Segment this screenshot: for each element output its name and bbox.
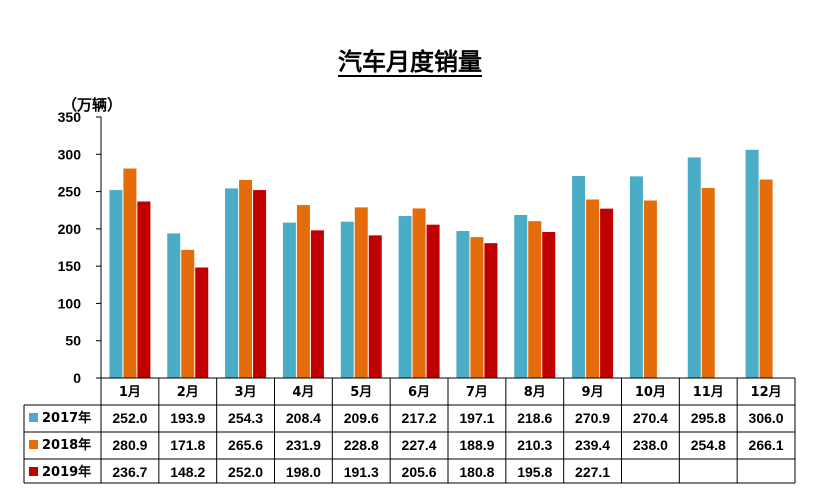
data-label-2019年-8月: 195.8 [517,464,552,480]
data-label-2019年-2月: 148.2 [170,464,205,480]
data-label-2018年-2月: 171.8 [170,437,205,453]
bar-2018年-5月 [354,207,368,378]
bar-2018年-3月 [239,179,253,378]
data-label-2017年-5月: 209.6 [344,410,379,426]
bar-2018年-2月 [181,249,195,378]
bar-2019年-1月 [137,201,151,378]
data-label-2017年-1月: 252.0 [112,410,147,426]
y-tick-label: 50 [65,333,81,349]
chart-title: 汽车月度销量 [338,48,482,76]
bars [109,149,773,378]
bar-2018年-8月 [528,221,542,378]
legend-swatch-2017年 [29,413,38,422]
bar-2017年-8月 [514,214,528,378]
y-tick-label: 100 [58,295,82,311]
bar-2019年-2月 [195,267,209,378]
data-label-2017年-11月: 295.8 [691,410,726,426]
x-category-label: 6月 [408,385,430,400]
legend-label-2018年: 2018年 [42,437,91,453]
data-label-2019年-3月: 252.0 [228,464,263,480]
y-tick-label: 150 [58,258,82,274]
data-label-2017年-4月: 208.4 [286,410,321,426]
legend-swatch-2019年 [29,467,38,476]
y-axis: 0 50 100 150 200 250 300 350 [58,109,102,386]
bar-2019年-9月 [600,208,614,378]
legend-label-2019年: 2019年 [42,464,91,480]
bar-2017年-12月 [745,149,759,378]
x-category-label: 11月 [693,385,724,400]
data-label-2018年-5月: 228.8 [344,437,379,453]
y-tick-label: 0 [73,370,81,386]
bar-2017年-6月 [398,216,412,378]
y-tick-label: 250 [58,184,82,200]
data-label-2018年-9月: 239.4 [575,437,610,453]
legend-swatch-2018年 [29,440,38,449]
x-category-label: 1月 [119,385,141,400]
x-category-label: 5月 [350,385,372,400]
bar-2017年-4月 [282,222,296,378]
bar-2017年-10月 [629,176,643,378]
data-label-2019年-5月: 191.3 [344,464,379,480]
bar-2018年-7月 [470,237,484,378]
x-category-label: 3月 [235,385,257,400]
data-label-2018年-4月: 231.9 [286,437,321,453]
y-tick-label: 300 [58,146,82,162]
y-tick-label: 200 [58,221,82,237]
bar-2018年-10月 [643,200,657,378]
data-label-2017年-2月: 193.9 [170,410,205,426]
data-label-2018年-10月: 238.0 [633,437,668,453]
bar-2017年-9月 [572,175,586,378]
x-category-label: 2月 [177,385,199,400]
data-label-2017年-6月: 217.2 [402,410,437,426]
data-label-2018年-8月: 210.3 [517,437,552,453]
bar-2019年-7月 [484,243,498,378]
bar-2017年-1月 [109,190,123,378]
bar-2018年-11月 [701,187,715,378]
bar-2019年-4月 [310,230,324,378]
x-category-label: 8月 [524,385,546,400]
data-label-2019年-4月: 198.0 [286,464,321,480]
data-label-2019年-7月: 180.8 [459,464,494,480]
data-label-2018年-11月: 254.8 [691,437,726,453]
x-category-label: 9月 [582,385,604,400]
data-label-2018年-7月: 188.9 [459,437,494,453]
bar-2017年-5月 [340,221,354,378]
data-label-2017年-10月: 270.4 [633,410,668,426]
bar-2019年-3月 [253,190,267,378]
bar-2018年-12月 [759,179,773,378]
data-label-2018年-6月: 227.4 [402,437,437,453]
data-label-2017年-8月: 218.6 [517,410,552,426]
data-label-2019年-1月: 236.7 [112,464,147,480]
x-category-label: 10月 [635,385,666,400]
bar-2018年-4月 [296,205,310,378]
data-label-2019年-9月: 227.1 [575,464,610,480]
x-category-label: 12月 [751,385,782,400]
bar-2019年-5月 [368,235,382,378]
data-label-2018年-12月: 266.1 [749,437,784,453]
data-label-2018年-3月: 265.6 [228,437,263,453]
bar-2017年-11月 [687,157,701,378]
data-label-2019年-6月: 205.6 [402,464,437,480]
bar-2019年-8月 [542,231,556,378]
y-axis-unit-label: （万辆） [62,96,123,114]
bar-2017年-7月 [456,231,470,378]
data-label-2017年-12月: 306.0 [749,410,784,426]
bar-2018年-6月 [412,208,426,378]
data-label-2017年-9月: 270.9 [575,410,610,426]
y-tick-label: 350 [58,109,82,125]
bar-2018年-1月 [123,168,137,378]
data-table: 1月 2月 3月 4月 5月 6月 7月 8月 9月 10月 11月 12月 2017年 252.0 193… [23,377,796,484]
x-category-label: 4月 [292,385,314,400]
bar-2017年-3月 [225,188,239,378]
data-label-2017年-3月: 254.3 [228,410,263,426]
bar-2018年-9月 [586,199,600,378]
data-label-2017年-7月: 197.1 [459,410,494,426]
bar-2017年-2月 [167,233,181,378]
legend-label-2017年: 2017年 [42,410,91,426]
bar-2019年-6月 [426,224,440,378]
data-label-2018年-1月: 280.9 [112,437,147,453]
x-category-label: 7月 [466,385,488,400]
